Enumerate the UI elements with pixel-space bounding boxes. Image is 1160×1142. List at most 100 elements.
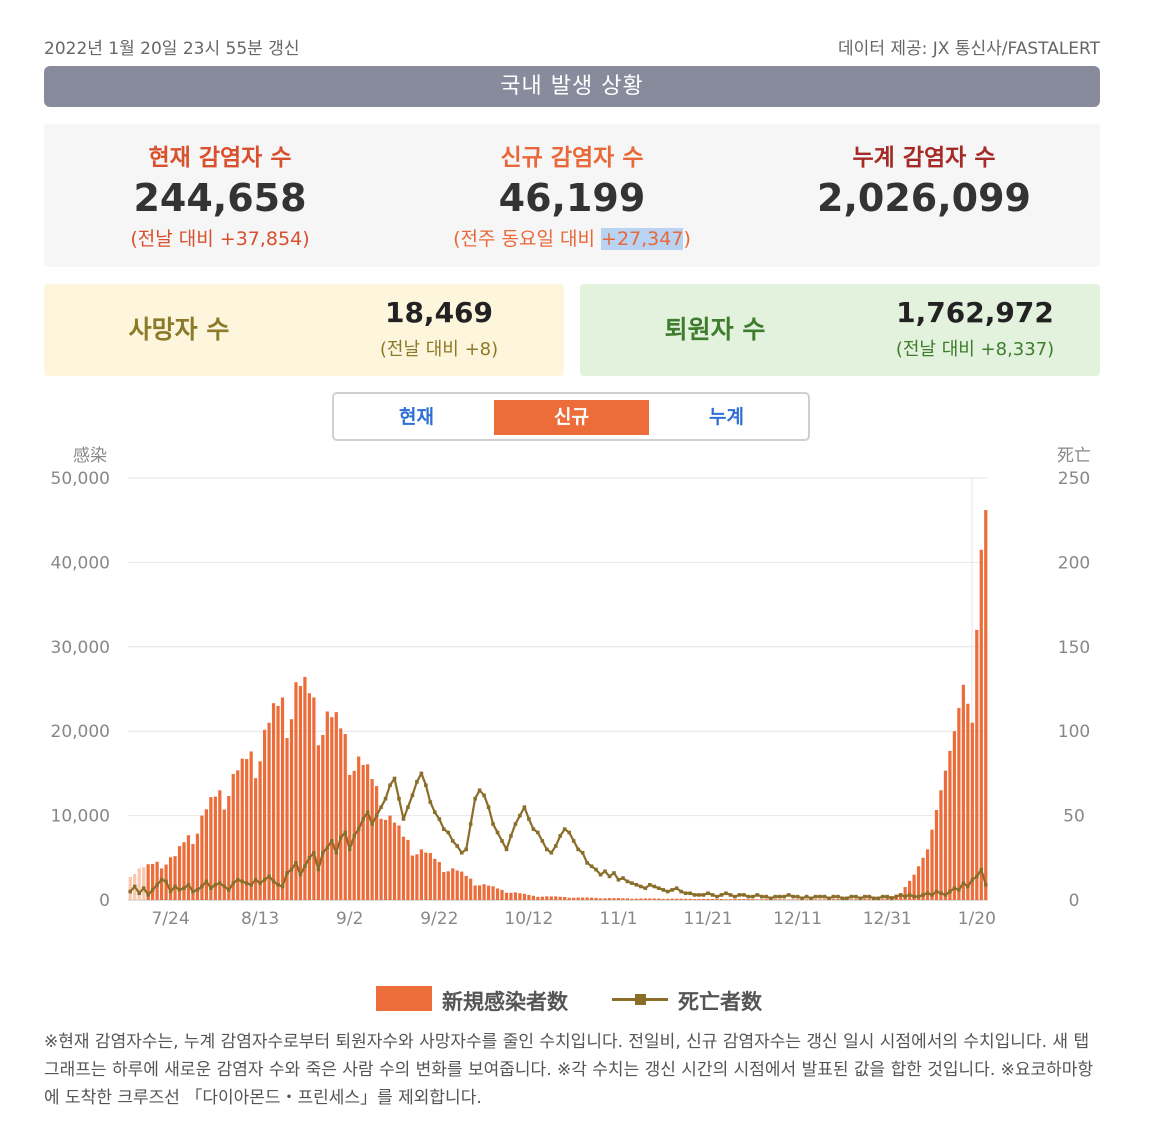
- deaths-point: [885, 894, 890, 899]
- deaths-point: [836, 894, 840, 899]
- tab-total[interactable]: 누계: [709, 406, 744, 428]
- infection-bar: [168, 857, 173, 900]
- recovered-label: 퇴원자 수: [664, 315, 766, 344]
- infection-bar: [554, 896, 558, 900]
- tab-current[interactable]: 현재: [399, 406, 434, 428]
- infection-bar: [634, 898, 638, 900]
- deaths-point: [558, 834, 563, 838]
- deaths-point: [361, 817, 365, 821]
- updated-timestamp: 2022년 1월 20일 23시 55분 갱신: [44, 39, 300, 59]
- deaths-point: [504, 847, 509, 852]
- infection-bar: [330, 717, 334, 900]
- deaths-point: [186, 883, 191, 887]
- recovered-box: 퇴원자 수 1,762,972 (전날 대비 +8,337): [580, 284, 1100, 376]
- deaths-point: [979, 867, 984, 872]
- infection-bar: [195, 833, 200, 900]
- deaths-point: [401, 817, 406, 821]
- infection-bar: [796, 899, 800, 900]
- deaths-point: [370, 822, 374, 826]
- data-source: 데이터 제공: JX 통신사/FASTALERT: [838, 39, 1100, 59]
- infection-bar: [231, 773, 235, 900]
- total-infections-label: 누계 감염자 수: [852, 145, 996, 171]
- infection-bar: [787, 899, 791, 900]
- x-tick-label: 7/24: [151, 909, 189, 929]
- infection-bar: [952, 731, 957, 900]
- deaths-point: [244, 881, 249, 885]
- deaths-point: [912, 894, 916, 899]
- deaths-point: [276, 883, 280, 887]
- deaths-point: [446, 830, 451, 835]
- deaths-point: [863, 894, 867, 899]
- deaths-point: [934, 889, 939, 894]
- deaths-point: [307, 856, 312, 860]
- deaths-point: [634, 883, 639, 887]
- deaths-point: [437, 817, 442, 821]
- infection-bar: [491, 886, 495, 900]
- deaths-point: [621, 876, 625, 880]
- deaths-point: [464, 847, 468, 852]
- infection-bar: [280, 697, 285, 900]
- deaths-point: [500, 839, 504, 843]
- deaths-point: [697, 893, 701, 897]
- legend-line-marker: [635, 994, 646, 1005]
- deaths-point: [692, 893, 697, 897]
- infection-bar: [424, 852, 428, 900]
- deaths-point: [182, 886, 186, 890]
- deaths-point: [253, 877, 258, 882]
- deaths-point: [334, 850, 339, 855]
- deaths-point: [665, 889, 670, 894]
- infection-bar: [607, 898, 612, 900]
- deaths-point: [200, 884, 204, 889]
- infection-bar: [334, 712, 338, 900]
- deaths-point: [365, 810, 370, 815]
- deaths-point: [639, 884, 643, 889]
- infection-bar: [392, 822, 397, 900]
- infection-bar: [236, 770, 240, 900]
- deaths-point: [607, 874, 612, 879]
- new-infections-label: 신규 감염자 수: [500, 145, 644, 171]
- infection-bar: [675, 898, 679, 900]
- infection-bar: [415, 854, 419, 900]
- infection-bar: [666, 898, 670, 900]
- deaths-point: [822, 894, 827, 899]
- deaths-point: [338, 835, 343, 840]
- deaths-point: [764, 894, 769, 899]
- deaths-point: [218, 881, 222, 885]
- infection-bar: [818, 899, 822, 900]
- deaths-point: [406, 805, 410, 809]
- infection-bar: [625, 898, 630, 900]
- infection-bar: [849, 899, 853, 900]
- infection-bar: [746, 899, 750, 900]
- infection-bar: [285, 738, 289, 900]
- infection-bar: [339, 728, 343, 900]
- y-left-tick-label: 10,000: [51, 807, 110, 827]
- deaths-point: [804, 894, 809, 899]
- infection-bar: [589, 897, 594, 900]
- infection-bar: [540, 896, 544, 900]
- infection-bar: [867, 898, 871, 900]
- deaths-point: [827, 896, 831, 901]
- infection-bar: [182, 842, 186, 900]
- deaths-point: [312, 850, 316, 855]
- infection-bar: [527, 894, 531, 900]
- infection-bar: [813, 899, 818, 900]
- deaths-point: [128, 889, 133, 894]
- infection-bar: [442, 872, 446, 900]
- deaths-point: [379, 805, 383, 809]
- infection-bar: [401, 836, 406, 900]
- deaths-point: [495, 830, 500, 835]
- infection-bar: [513, 892, 518, 900]
- deaths-point: [191, 889, 195, 894]
- deaths-point: [177, 888, 182, 892]
- deaths-box: 사망자 수 18,469 (전날 대비 +8): [44, 284, 564, 376]
- y-right-axis-title: 死亡: [1057, 446, 1091, 466]
- deaths-point: [347, 847, 352, 852]
- chart: 0 10,000 20,000 30,000 40,000 50,000 0 50 100 150…: [51, 446, 1091, 929]
- deaths-point: [728, 893, 733, 897]
- new-change-suffix: ): [683, 228, 691, 250]
- infection-bar: [693, 899, 697, 900]
- infection-bar: [930, 829, 934, 900]
- tab-new[interactable]: 신규: [494, 400, 649, 435]
- x-tick-label: 12/31: [863, 909, 912, 929]
- deaths-point: [235, 877, 240, 882]
